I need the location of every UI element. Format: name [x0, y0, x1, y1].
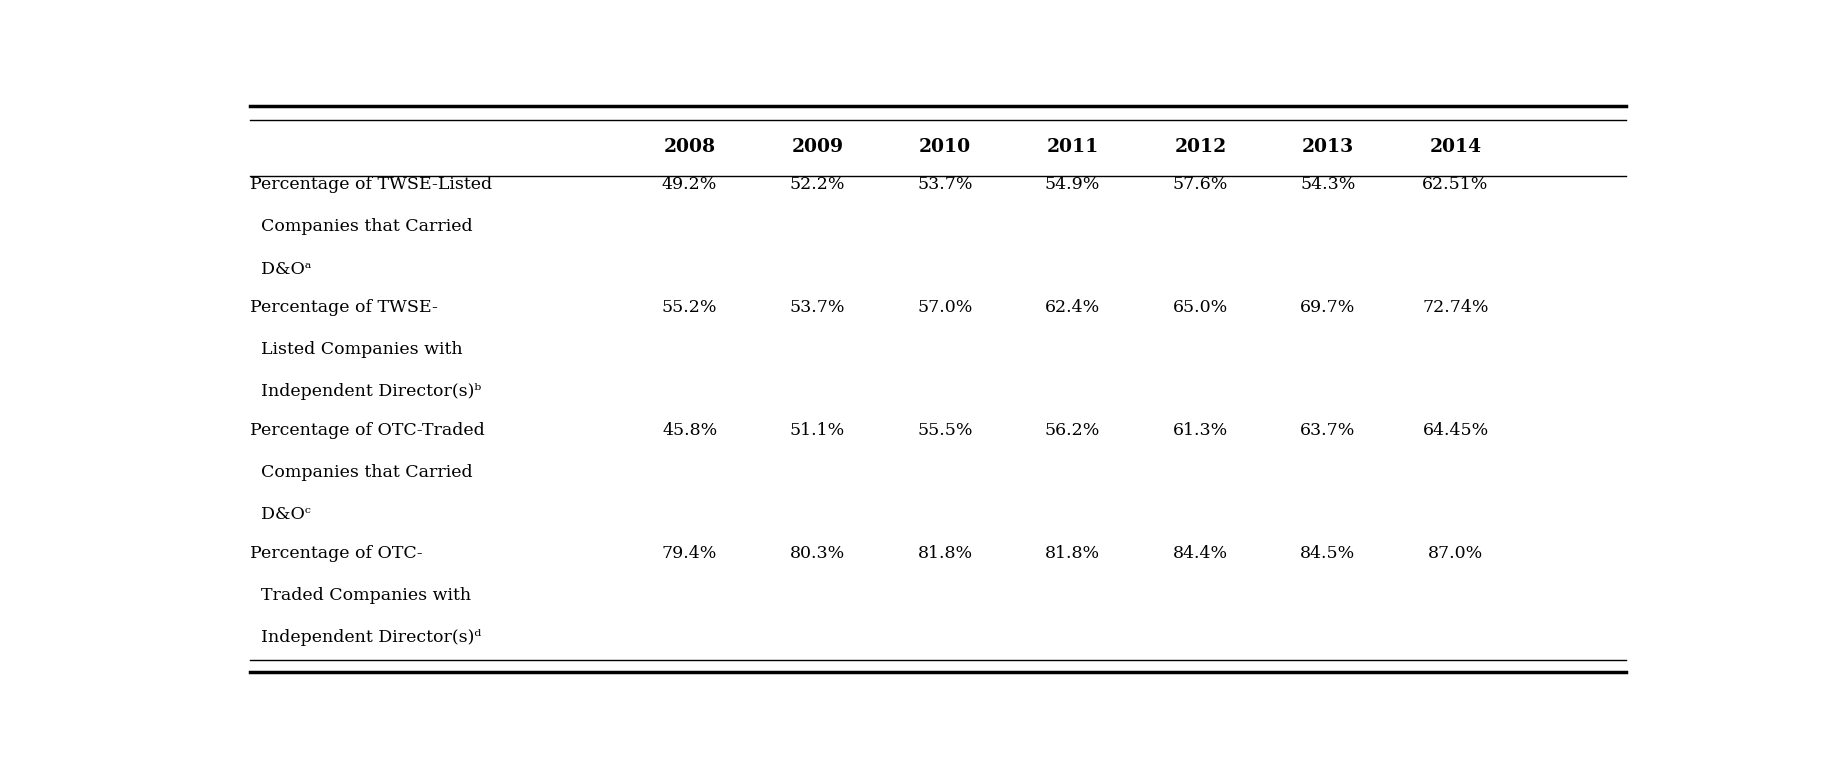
Text: 84.4%: 84.4%: [1173, 545, 1228, 562]
Text: 45.8%: 45.8%: [662, 422, 717, 439]
Text: 56.2%: 56.2%: [1045, 422, 1100, 439]
Text: 69.7%: 69.7%: [1299, 299, 1356, 316]
Text: 52.2%: 52.2%: [789, 176, 845, 193]
Text: D&Oᶜ: D&Oᶜ: [251, 506, 311, 524]
Text: 57.6%: 57.6%: [1173, 176, 1228, 193]
Text: 63.7%: 63.7%: [1299, 422, 1356, 439]
Text: 62.4%: 62.4%: [1045, 299, 1100, 316]
Text: Companies that Carried: Companies that Carried: [251, 464, 472, 481]
Text: 49.2%: 49.2%: [662, 176, 717, 193]
Text: 81.8%: 81.8%: [1045, 545, 1100, 562]
Text: Independent Director(s)ᵈ: Independent Director(s)ᵈ: [251, 629, 481, 646]
Text: 79.4%: 79.4%: [662, 545, 717, 562]
Text: Listed Companies with: Listed Companies with: [251, 341, 463, 359]
Text: Percentage of OTC-Traded: Percentage of OTC-Traded: [251, 422, 485, 439]
Text: Percentage of TWSE-Listed: Percentage of TWSE-Listed: [251, 176, 492, 193]
Text: 61.3%: 61.3%: [1173, 422, 1228, 439]
Text: 72.74%: 72.74%: [1422, 299, 1490, 316]
Text: 87.0%: 87.0%: [1427, 545, 1482, 562]
Text: 62.51%: 62.51%: [1422, 176, 1490, 193]
Text: Independent Director(s)ᵇ: Independent Director(s)ᵇ: [251, 384, 481, 401]
Text: 2013: 2013: [1301, 138, 1354, 156]
Text: 55.2%: 55.2%: [662, 299, 717, 316]
Text: 51.1%: 51.1%: [791, 422, 845, 439]
Text: 2014: 2014: [1429, 138, 1482, 156]
Text: 2010: 2010: [919, 138, 972, 156]
Text: 53.7%: 53.7%: [789, 299, 845, 316]
Text: 57.0%: 57.0%: [917, 299, 974, 316]
Text: 84.5%: 84.5%: [1301, 545, 1356, 562]
Text: 65.0%: 65.0%: [1173, 299, 1228, 316]
Text: 55.5%: 55.5%: [917, 422, 974, 439]
Text: 53.7%: 53.7%: [917, 176, 974, 193]
Text: 64.45%: 64.45%: [1422, 422, 1488, 439]
Text: Percentage of OTC-: Percentage of OTC-: [251, 545, 423, 562]
Text: 80.3%: 80.3%: [791, 545, 845, 562]
Text: 2009: 2009: [791, 138, 844, 156]
Text: Percentage of TWSE-: Percentage of TWSE-: [251, 299, 437, 316]
Text: 54.9%: 54.9%: [1045, 176, 1100, 193]
Text: 81.8%: 81.8%: [917, 545, 972, 562]
Text: 2008: 2008: [664, 138, 716, 156]
Text: 2011: 2011: [1047, 138, 1098, 156]
Text: D&Oᵃ: D&Oᵃ: [251, 261, 311, 277]
Text: Traded Companies with: Traded Companies with: [251, 587, 470, 604]
Text: 54.3%: 54.3%: [1299, 176, 1356, 193]
Text: 2012: 2012: [1175, 138, 1226, 156]
Text: Companies that Carried: Companies that Carried: [251, 218, 472, 236]
